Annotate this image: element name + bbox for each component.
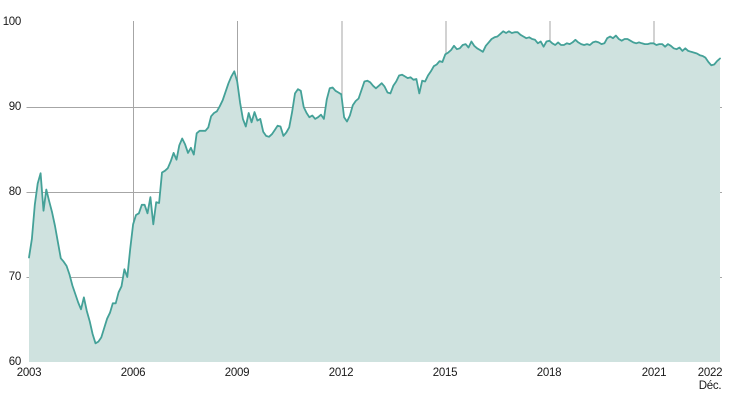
y-axis-tick-label: 90 [8,101,22,113]
x-axis-tick-label: 2021 [641,367,667,379]
y-axis-tick-label: 80 [8,186,22,198]
series-line [28,30,721,345]
x-axis-sublabel: Déc. [698,380,722,392]
x-axis-tick-label: 2022 [697,367,723,379]
x-axis-tick-label: 2012 [328,367,354,379]
x-axis-tick-label: 2003 [16,367,42,379]
area-fill [29,31,720,363]
x-axis-tick-label: 2015 [432,367,458,379]
y-axis-tick-label: 70 [8,271,22,283]
x-axis-tick-label: 2018 [536,367,562,379]
x-axis-tick-label: 2009 [224,367,250,379]
y-axis-tick-label: 60 [8,356,22,368]
y-axis-tick-label: 100 [2,16,22,28]
x-axis-tick-label: 2006 [120,367,146,379]
